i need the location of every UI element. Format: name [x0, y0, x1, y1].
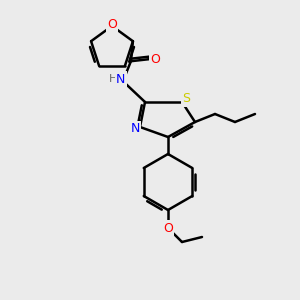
- Text: O: O: [150, 53, 160, 66]
- Text: N: N: [130, 122, 140, 136]
- Text: O: O: [163, 221, 173, 235]
- Text: S: S: [182, 92, 190, 106]
- Text: N: N: [116, 73, 126, 86]
- Text: O: O: [107, 19, 117, 32]
- Text: H: H: [109, 74, 117, 84]
